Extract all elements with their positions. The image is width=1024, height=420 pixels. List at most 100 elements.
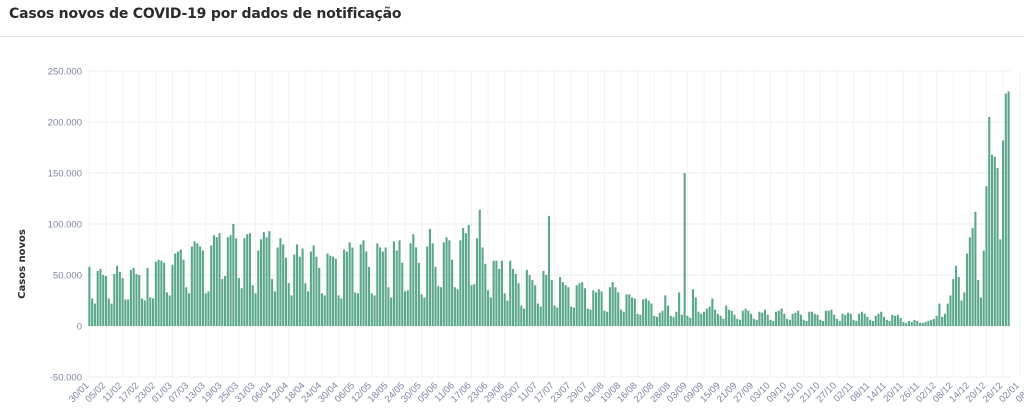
bar — [871, 320, 874, 326]
y-tick-label: 50.000 — [53, 271, 82, 282]
bar — [182, 259, 185, 326]
bar — [243, 238, 246, 326]
bar — [691, 289, 695, 326]
bar — [822, 320, 825, 326]
bar — [755, 319, 758, 326]
bar — [390, 297, 393, 326]
bar — [547, 215, 551, 326]
bar — [273, 291, 276, 326]
bar — [802, 319, 805, 326]
bar — [810, 311, 814, 326]
bar — [503, 293, 506, 326]
bar — [949, 295, 952, 326]
bar — [581, 282, 584, 326]
bar — [138, 275, 141, 326]
bar — [367, 266, 371, 326]
bar — [127, 299, 130, 326]
bar — [852, 319, 855, 326]
bar — [791, 313, 794, 326]
bar — [226, 237, 229, 326]
bar — [448, 240, 451, 326]
bar — [331, 256, 335, 326]
bar — [661, 310, 664, 326]
bar — [140, 298, 144, 326]
bar — [689, 317, 692, 326]
bar — [606, 311, 609, 326]
bar — [160, 260, 163, 326]
bar — [896, 314, 899, 326]
bar — [462, 228, 465, 326]
bar — [631, 297, 634, 326]
bar — [714, 309, 717, 326]
bar — [102, 275, 105, 326]
bar — [176, 251, 180, 326]
bar — [752, 318, 755, 326]
bar — [379, 247, 382, 326]
bar — [750, 313, 753, 326]
bar — [758, 311, 761, 326]
bar — [420, 294, 423, 326]
bar — [143, 300, 146, 326]
bar — [426, 246, 429, 326]
bar — [586, 308, 589, 326]
bar — [611, 282, 614, 326]
bar — [979, 297, 982, 326]
bar — [254, 293, 257, 326]
bar — [636, 313, 639, 326]
bar — [259, 239, 263, 326]
bar — [963, 292, 966, 326]
bar — [135, 273, 138, 326]
bar — [916, 320, 919, 326]
bar — [343, 249, 346, 326]
bar — [284, 257, 288, 326]
bar — [165, 292, 168, 326]
bar — [827, 310, 830, 326]
bar — [370, 293, 373, 326]
bar — [478, 209, 481, 326]
bar — [542, 270, 545, 326]
bar — [597, 289, 600, 326]
bar — [121, 278, 124, 326]
bar — [833, 314, 836, 326]
bar — [381, 251, 384, 326]
bar — [406, 290, 409, 326]
bar — [619, 309, 623, 326]
bar — [415, 247, 418, 326]
bar — [866, 316, 869, 326]
bar — [340, 298, 343, 326]
bar — [129, 269, 132, 326]
bar — [595, 292, 598, 326]
bar — [761, 312, 764, 326]
bar — [356, 293, 360, 326]
bar — [528, 275, 531, 326]
bar — [315, 256, 318, 326]
bar — [110, 303, 113, 326]
bar — [473, 284, 476, 326]
bar — [954, 265, 958, 326]
bar — [511, 268, 515, 326]
bar — [794, 312, 797, 326]
bar — [838, 320, 841, 326]
bar — [905, 322, 908, 326]
bar — [456, 289, 459, 326]
bar — [459, 240, 462, 326]
bar — [902, 321, 905, 326]
bar — [763, 309, 767, 326]
bar — [185, 287, 188, 326]
bar — [168, 295, 171, 326]
bar — [437, 286, 440, 326]
bar — [849, 313, 852, 326]
bar — [467, 225, 470, 326]
bar — [863, 313, 866, 326]
bar — [268, 231, 271, 326]
bar — [858, 313, 861, 326]
bar — [783, 313, 786, 326]
bar — [373, 295, 376, 326]
bar — [988, 116, 991, 327]
bar — [819, 319, 822, 326]
bar — [351, 247, 354, 326]
bar — [545, 275, 548, 326]
bar — [741, 310, 744, 326]
bar — [403, 291, 407, 326]
bar — [550, 280, 553, 326]
